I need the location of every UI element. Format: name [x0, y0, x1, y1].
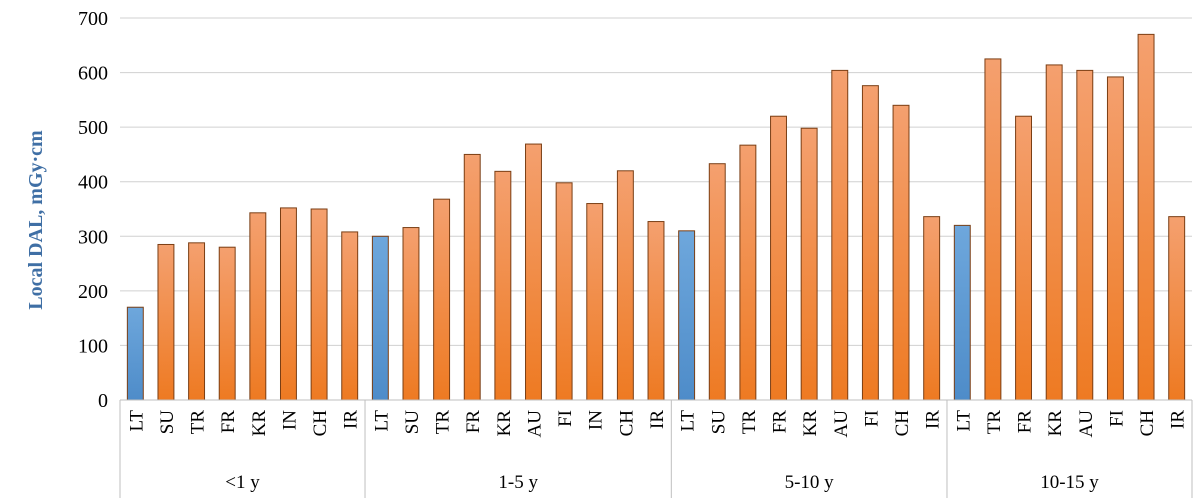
bar-1y-tr — [188, 242, 206, 401]
bar-15y-ch — [616, 170, 634, 401]
x-tick-label: FR — [1015, 410, 1036, 434]
x-tick-label: TR — [188, 410, 209, 435]
x-tick-label: CH — [616, 410, 637, 437]
bar-1015y-au — [1076, 69, 1094, 401]
group-label: 1-5 y — [498, 472, 538, 493]
bar-15y-su — [402, 227, 420, 401]
x-tick-label: KR — [249, 410, 270, 437]
bar-1y-su — [157, 243, 175, 401]
x-tick-label: IN — [586, 410, 607, 430]
bar-510y-au — [831, 69, 849, 401]
bar-1015y-fi — [1106, 76, 1124, 401]
x-tick-label: SU — [402, 410, 423, 435]
x-tick-label: TR — [739, 410, 760, 435]
bar-510y-kr — [800, 127, 818, 401]
bar-1015y-kr — [1045, 64, 1063, 401]
group-label: 10-15 y — [1040, 472, 1099, 493]
bar-510y-fr — [770, 115, 787, 401]
bar-1y-lt — [126, 306, 144, 401]
x-tick-label: AU — [1076, 410, 1097, 438]
bar-1015y-ir — [1168, 216, 1186, 401]
y-tick-label: 300 — [78, 226, 108, 248]
bar-1y-fr — [218, 246, 236, 401]
bar-510y-ch — [892, 104, 910, 401]
bar-510y-su — [708, 163, 726, 401]
x-tick-label: KR — [1045, 410, 1066, 437]
y-tick-label: 500 — [78, 117, 108, 139]
x-tick-label: KR — [494, 410, 515, 437]
y-axis-label: Local DAL, mGy·cm — [25, 130, 47, 310]
x-tick-label: AU — [524, 410, 545, 438]
y-tick-label: 400 — [78, 172, 108, 194]
x-tick-label: SU — [157, 410, 178, 435]
y-tick-label: 200 — [78, 281, 108, 303]
bar-15y-au — [525, 143, 542, 401]
x-tick-label: IR — [1168, 410, 1189, 429]
x-tick-label: CH — [892, 410, 913, 437]
x-tick-label: CH — [310, 410, 331, 437]
group-label: <1 y — [225, 472, 260, 493]
bar-15y-fr — [463, 153, 481, 401]
x-tick-label: LT — [126, 410, 147, 432]
bar-1015y-fr — [1015, 115, 1033, 401]
y-tick-label: 100 — [78, 335, 108, 357]
bar-1y-ir — [341, 231, 359, 401]
bar-15y-fi — [555, 182, 573, 401]
bar-15y-ir — [647, 221, 665, 401]
group-label: 5-10 y — [785, 472, 835, 493]
x-tick-label: AU — [831, 410, 852, 438]
bar-1015y-lt — [953, 224, 971, 401]
x-tick-label: FR — [463, 410, 484, 434]
x-tick-label: IN — [279, 410, 300, 430]
x-tick-label: FI — [1106, 410, 1127, 427]
x-tick-label: IR — [923, 410, 944, 429]
x-tick-label: LT — [678, 410, 699, 432]
bars — [126, 33, 1186, 401]
x-tick-label: LT — [371, 410, 392, 432]
y-tick-label: 600 — [78, 63, 108, 85]
bar-1y-kr — [249, 212, 267, 401]
y-tick-label: 700 — [78, 8, 108, 30]
x-tick-label: TR — [433, 410, 454, 435]
bar-1y-in — [279, 207, 297, 401]
bar-510y-tr — [739, 144, 757, 401]
x-tick-label: IR — [647, 410, 668, 429]
bar-15y-in — [586, 203, 604, 401]
x-tick-label: FI — [555, 410, 576, 427]
bar-15y-lt — [371, 235, 389, 401]
x-tick-label: FI — [861, 410, 882, 427]
bar-1015y-ch — [1137, 33, 1155, 401]
x-tick-label: SU — [708, 410, 729, 435]
bar-1y-ch — [310, 208, 328, 401]
bar-510y-ir — [923, 216, 941, 401]
x-tick-label: TR — [984, 410, 1005, 435]
x-tick-label: FR — [770, 410, 791, 434]
x-tick-label: LT — [953, 410, 974, 432]
axes: 0 100 200 300 400 500 600 700 LT SU TR FR KR IN CH IR LT… — [78, 8, 1193, 498]
bar-15y-tr — [433, 198, 451, 401]
x-tick-label: KR — [800, 410, 821, 437]
bar-510y-lt — [678, 230, 696, 401]
x-tick-label: IR — [341, 410, 362, 429]
bar-510y-fi — [861, 85, 879, 401]
x-tick-label: FR — [218, 410, 239, 434]
y-tick-label: 0 — [98, 390, 108, 412]
bar-15y-kr — [494, 170, 512, 401]
bar-1015y-tr — [984, 58, 1002, 401]
x-tick-label: CH — [1137, 410, 1158, 437]
